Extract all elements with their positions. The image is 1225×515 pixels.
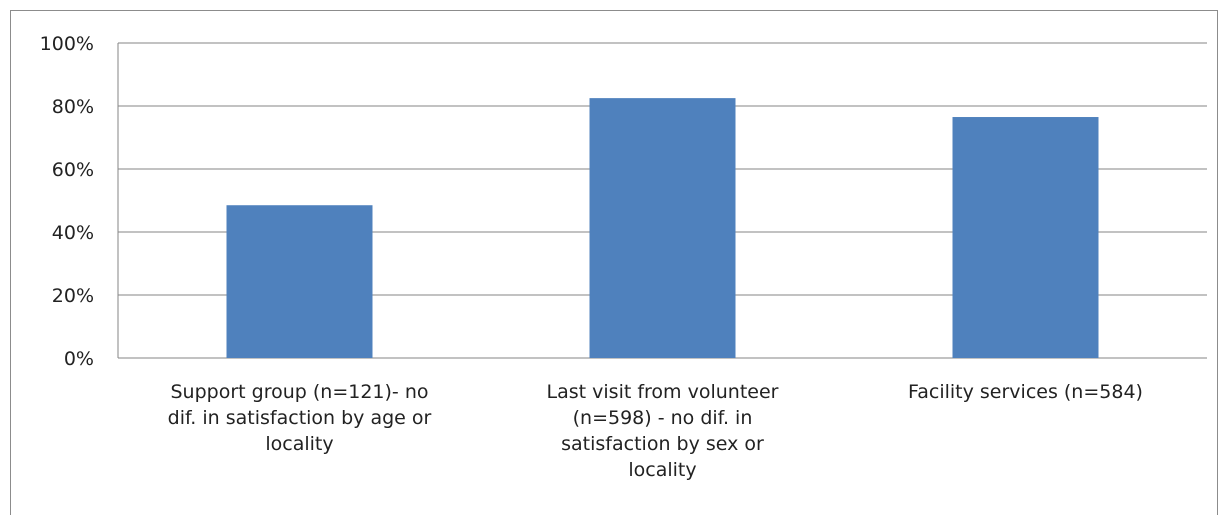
x-tick-label-line: Facility services (n=584) — [908, 381, 1143, 403]
x-tick-label-line: Last visit from volunteer — [547, 381, 779, 403]
x-tick-label-line: dif. in satisfaction by age or — [168, 407, 432, 429]
y-tick-label: 0% — [64, 348, 94, 370]
x-tick-label-line: locality — [265, 433, 333, 455]
y-tick-label: 60% — [52, 159, 94, 181]
y-tick-label: 20% — [52, 285, 94, 307]
y-tick-label: 100% — [40, 33, 94, 55]
y-tick-label: 80% — [52, 96, 94, 118]
x-tick-label-line: (n=598) - no dif. in — [573, 407, 753, 429]
x-tick-label-line: satisfaction by sex or — [561, 433, 764, 455]
x-tick-label-line: Support group (n=121)- no — [171, 381, 429, 403]
x-tick-label: Last visit from volunteer (n=598) - no di… — [547, 381, 779, 481]
x-tick-label: Facility services (n=584) — [908, 381, 1143, 403]
y-tick-label: 40% — [52, 222, 94, 244]
x-tick-label: Support group (n=121)- no dif. in satisfa… — [168, 381, 432, 455]
bar — [589, 98, 736, 358]
bar — [226, 205, 373, 358]
x-tick-label-line: locality — [628, 459, 696, 481]
bar — [952, 117, 1099, 359]
